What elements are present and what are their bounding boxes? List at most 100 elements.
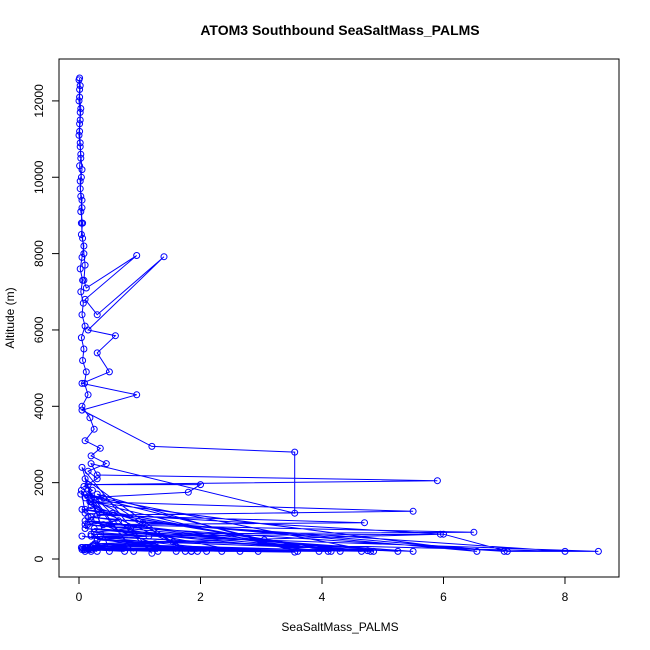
data-point bbox=[291, 448, 299, 456]
y-tick-label: 2000 bbox=[32, 469, 46, 496]
data-point bbox=[78, 532, 86, 540]
data-point bbox=[93, 471, 101, 479]
data-point bbox=[361, 519, 368, 527]
data-point bbox=[76, 143, 84, 151]
y-tick-label: 0 bbox=[32, 555, 46, 562]
x-tick-label: 4 bbox=[319, 590, 326, 604]
series-line-2 bbox=[78, 79, 441, 553]
data-point bbox=[93, 349, 101, 357]
data-point bbox=[78, 311, 86, 319]
data-point bbox=[409, 507, 417, 515]
data-point bbox=[291, 509, 299, 517]
data-point bbox=[151, 540, 159, 548]
data-point bbox=[367, 547, 375, 555]
data-point bbox=[84, 467, 92, 475]
data-point bbox=[194, 547, 201, 555]
data-point bbox=[111, 332, 119, 340]
data-point bbox=[327, 547, 335, 555]
data-point bbox=[433, 477, 441, 485]
data-point bbox=[86, 498, 94, 506]
x-tick-label: 8 bbox=[562, 590, 569, 604]
data-point bbox=[470, 528, 478, 536]
data-point bbox=[218, 547, 226, 555]
data-point bbox=[108, 509, 116, 517]
x-tick-label: 6 bbox=[440, 590, 447, 604]
x-axis-label: SeaSaltMass_PALMS bbox=[281, 620, 398, 634]
data-point bbox=[77, 208, 85, 216]
data-point bbox=[78, 166, 86, 174]
data-point bbox=[148, 442, 156, 450]
data-point bbox=[78, 463, 86, 471]
data-point bbox=[94, 544, 102, 551]
data-point bbox=[133, 391, 141, 399]
data-point bbox=[184, 488, 192, 496]
data-point bbox=[93, 505, 101, 513]
data-point bbox=[315, 547, 323, 555]
data-point bbox=[86, 414, 94, 422]
data-point bbox=[93, 311, 101, 319]
data-point bbox=[81, 437, 89, 445]
data-point bbox=[80, 242, 88, 250]
data-point bbox=[594, 547, 602, 555]
data-point bbox=[115, 517, 122, 525]
data-point bbox=[76, 108, 84, 116]
y-tick-label: 12000 bbox=[32, 84, 46, 118]
data-point bbox=[121, 547, 129, 555]
data-point bbox=[79, 219, 87, 227]
data-point bbox=[500, 547, 508, 555]
data-point bbox=[82, 368, 90, 376]
data-point bbox=[105, 368, 113, 376]
data-point bbox=[76, 185, 84, 193]
data-point bbox=[79, 357, 87, 364]
data-point bbox=[139, 519, 147, 527]
data-point bbox=[436, 530, 444, 538]
data-point bbox=[77, 334, 85, 342]
y-tick-label: 6000 bbox=[32, 316, 46, 343]
data-point bbox=[80, 250, 88, 258]
data-point bbox=[84, 521, 91, 529]
data-point bbox=[133, 252, 141, 259]
x-tick-label: 2 bbox=[197, 590, 204, 604]
data-point bbox=[76, 162, 84, 170]
data-point bbox=[77, 154, 85, 162]
data-point bbox=[440, 530, 447, 538]
data-point bbox=[409, 547, 417, 555]
data-point bbox=[96, 532, 104, 540]
y-tick-label: 4000 bbox=[32, 393, 46, 420]
data-point bbox=[127, 525, 135, 532]
data-point bbox=[79, 276, 87, 284]
data-point bbox=[81, 505, 89, 513]
data-point bbox=[75, 97, 83, 105]
data-point bbox=[78, 196, 86, 204]
y-axis-label: Altitude (m) bbox=[3, 287, 17, 348]
x-tick-label: 0 bbox=[76, 590, 83, 604]
data-point bbox=[75, 131, 83, 139]
series-line-1 bbox=[79, 77, 599, 554]
data-point bbox=[96, 444, 104, 452]
data-point bbox=[197, 481, 204, 489]
data-point bbox=[93, 475, 101, 483]
data-point bbox=[80, 483, 88, 490]
data-point bbox=[81, 322, 89, 330]
data-point bbox=[87, 452, 95, 460]
data-point bbox=[99, 494, 107, 502]
data-point bbox=[145, 532, 153, 540]
data-point bbox=[81, 475, 89, 483]
data-point bbox=[169, 538, 177, 546]
data-point bbox=[84, 391, 92, 399]
data-point bbox=[90, 528, 98, 536]
y-tick-label: 10000 bbox=[32, 160, 46, 194]
data-point bbox=[81, 261, 89, 269]
chart-title: ATOM3 Southbound SeaSaltMass_PALMS bbox=[200, 22, 479, 38]
data-point bbox=[78, 253, 86, 261]
data-point bbox=[80, 345, 88, 353]
data-point bbox=[76, 265, 84, 273]
data-point bbox=[92, 502, 100, 510]
data-point bbox=[394, 547, 402, 555]
data-point bbox=[561, 547, 569, 555]
data-point bbox=[88, 486, 96, 494]
data-point bbox=[77, 288, 85, 296]
data-point bbox=[82, 490, 90, 498]
data-point bbox=[91, 540, 99, 548]
